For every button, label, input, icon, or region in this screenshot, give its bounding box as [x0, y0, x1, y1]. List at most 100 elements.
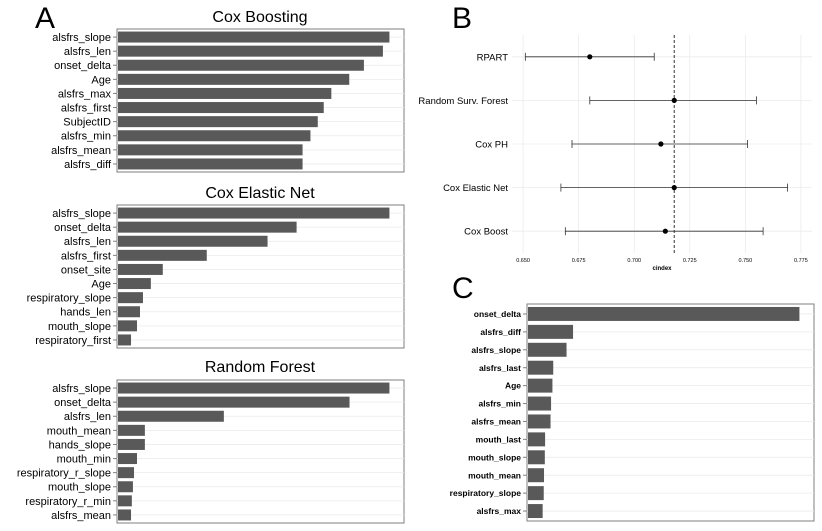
bar-mouth-last: [528, 432, 546, 447]
category-label: mouth_mean: [468, 470, 521, 480]
bar-alsfrs-min: [528, 396, 552, 411]
category-label: Age: [505, 381, 521, 391]
category-label: alsfrs_first: [61, 103, 111, 115]
bar-alsfrs-max: [528, 504, 543, 519]
bar-respiratory-slope: [118, 292, 143, 304]
category-label: alsfrs_min: [61, 131, 111, 143]
point-cox-elastic-net: [671, 185, 677, 191]
bar-onset-delta: [118, 396, 350, 408]
bar-mouth-slope: [118, 481, 133, 493]
bar-alsfrs-mean: [118, 144, 303, 156]
category-label: alsfrs_len: [64, 46, 111, 58]
category-label: onset_delta: [54, 60, 112, 72]
bar-onset-site: [118, 263, 163, 275]
point-cox-ph: [658, 141, 664, 147]
point-rpart: [587, 54, 593, 60]
category-label: alsfrs_len: [64, 236, 111, 248]
category-label: Cox Elastic Net: [443, 183, 508, 194]
category-label: respiratory_r_slope: [17, 468, 111, 480]
category-label: alsfrs_diff: [480, 327, 521, 337]
category-label: onset_delta: [54, 222, 112, 234]
category-label: respiratory_first: [35, 335, 111, 347]
x-tick-label: 0.775: [794, 258, 808, 264]
bar-hands-len: [118, 306, 140, 318]
category-label: alsfrs_first: [61, 250, 111, 262]
category-label: alsfrs_max: [58, 88, 112, 100]
category-label: Random Surv. Forest: [418, 96, 508, 107]
category-label: respiratory_slope: [27, 293, 111, 305]
bar-age: [118, 73, 350, 85]
bar-alsfrs-slope: [118, 31, 390, 43]
category-label: RPART: [477, 52, 509, 63]
bar-mouth-slope: [118, 320, 137, 332]
x-tick-label: 0.750: [738, 258, 752, 264]
category-label: mouth_slope: [468, 452, 521, 462]
bar-respiratory-r-min: [118, 495, 132, 507]
bar-alsfrs-len: [118, 410, 224, 422]
cox-elastic-net-chart: Cox Elastic Net alsfrs_slope onset_deltaa…: [27, 185, 405, 349]
bar-alsfrs-last: [528, 360, 554, 375]
panel-c-chart: onset_delta alsfrs_diff alsfrs_slopealsfrs…: [450, 303, 815, 522]
x-tick-label: 0.725: [683, 258, 697, 264]
category-label: alsfrs_mean: [471, 417, 521, 427]
point-cox-boost: [662, 228, 668, 234]
category-label: mouth_min: [57, 454, 111, 466]
random-forest-title: Random Forest: [205, 359, 316, 376]
category-label: mouth_mean: [47, 425, 111, 437]
x-tick-label: 0.700: [627, 258, 641, 264]
bar-age: [118, 278, 151, 290]
bar-alsfrs-first: [118, 102, 324, 114]
x-tick-label: 0.650: [516, 258, 530, 264]
bar-respiratory-first: [118, 334, 132, 346]
category-label: mouth_last: [476, 434, 522, 444]
category-label: onset_delta: [474, 309, 522, 319]
bar-alsfrs-min: [118, 130, 311, 142]
bar-alsfrs-slope: [528, 342, 567, 357]
bar-mouth-min: [118, 453, 137, 465]
cox-elastic-net-title: Cox Elastic Net: [205, 185, 315, 202]
bar-alsfrs-len: [118, 45, 383, 57]
bar-hands-slope: [118, 438, 145, 450]
bar-alsfrs-mean: [528, 414, 551, 429]
bar-mouth-slope: [528, 450, 545, 465]
point-random-surv-forest: [671, 97, 677, 103]
cox-boosting-chart: Cox Boosting alsfrs_slope alsfrs_lenonset…: [51, 9, 405, 173]
category-label: respiratory_r_min: [25, 496, 111, 508]
category-label: alsfrs_mean: [51, 145, 111, 157]
bar-respiratory-slope: [528, 486, 544, 501]
category-label: Cox PH: [475, 140, 508, 151]
plot-frame: [526, 303, 815, 522]
x-axis-label: cindex: [652, 266, 672, 272]
category-label: Cox Boost: [464, 227, 508, 238]
category-label: Age: [91, 279, 111, 291]
bar-alsfrs-slope: [118, 382, 390, 394]
bar-subjectid: [118, 116, 318, 128]
category-label: onset_delta: [54, 397, 112, 409]
category-label: alsfrs_len: [64, 411, 111, 423]
panel-label-b: B: [452, 2, 472, 35]
category-label: alsfrs_min: [478, 399, 521, 409]
bar-alsfrs-diff: [118, 158, 303, 170]
bar-onset-delta: [118, 221, 297, 233]
bar-alsfrs-len: [118, 235, 268, 247]
category-label: alsfrs_slope: [52, 208, 111, 220]
category-label: alsfrs_slope: [471, 345, 521, 355]
bar-age: [528, 378, 553, 393]
cindex-chart: RPART Random Surv. Forest Cox PH Cox Elasti…: [418, 35, 812, 272]
random-forest-chart: Random Forest alsfrs_slope onset_deltaals…: [17, 359, 405, 524]
category-label: alsfrs_max: [477, 506, 522, 516]
category-label: hands_slope: [49, 439, 111, 451]
category-label: alsfrs_mean: [51, 510, 111, 522]
category-label: onset_site: [61, 264, 111, 276]
category-label: mouth_slope: [48, 321, 111, 333]
category-label: Age: [91, 74, 111, 86]
bar-onset-delta: [118, 59, 364, 71]
category-label: hands_len: [60, 307, 111, 319]
category-label: alsfrs_diff: [64, 159, 112, 171]
category-label: SubjectID: [63, 117, 111, 129]
bar-mouth-mean: [118, 424, 145, 436]
x-tick-label: 0.675: [572, 258, 586, 264]
category-label: alsfrs_slope: [52, 32, 111, 44]
panel-label-c: C: [452, 272, 474, 305]
